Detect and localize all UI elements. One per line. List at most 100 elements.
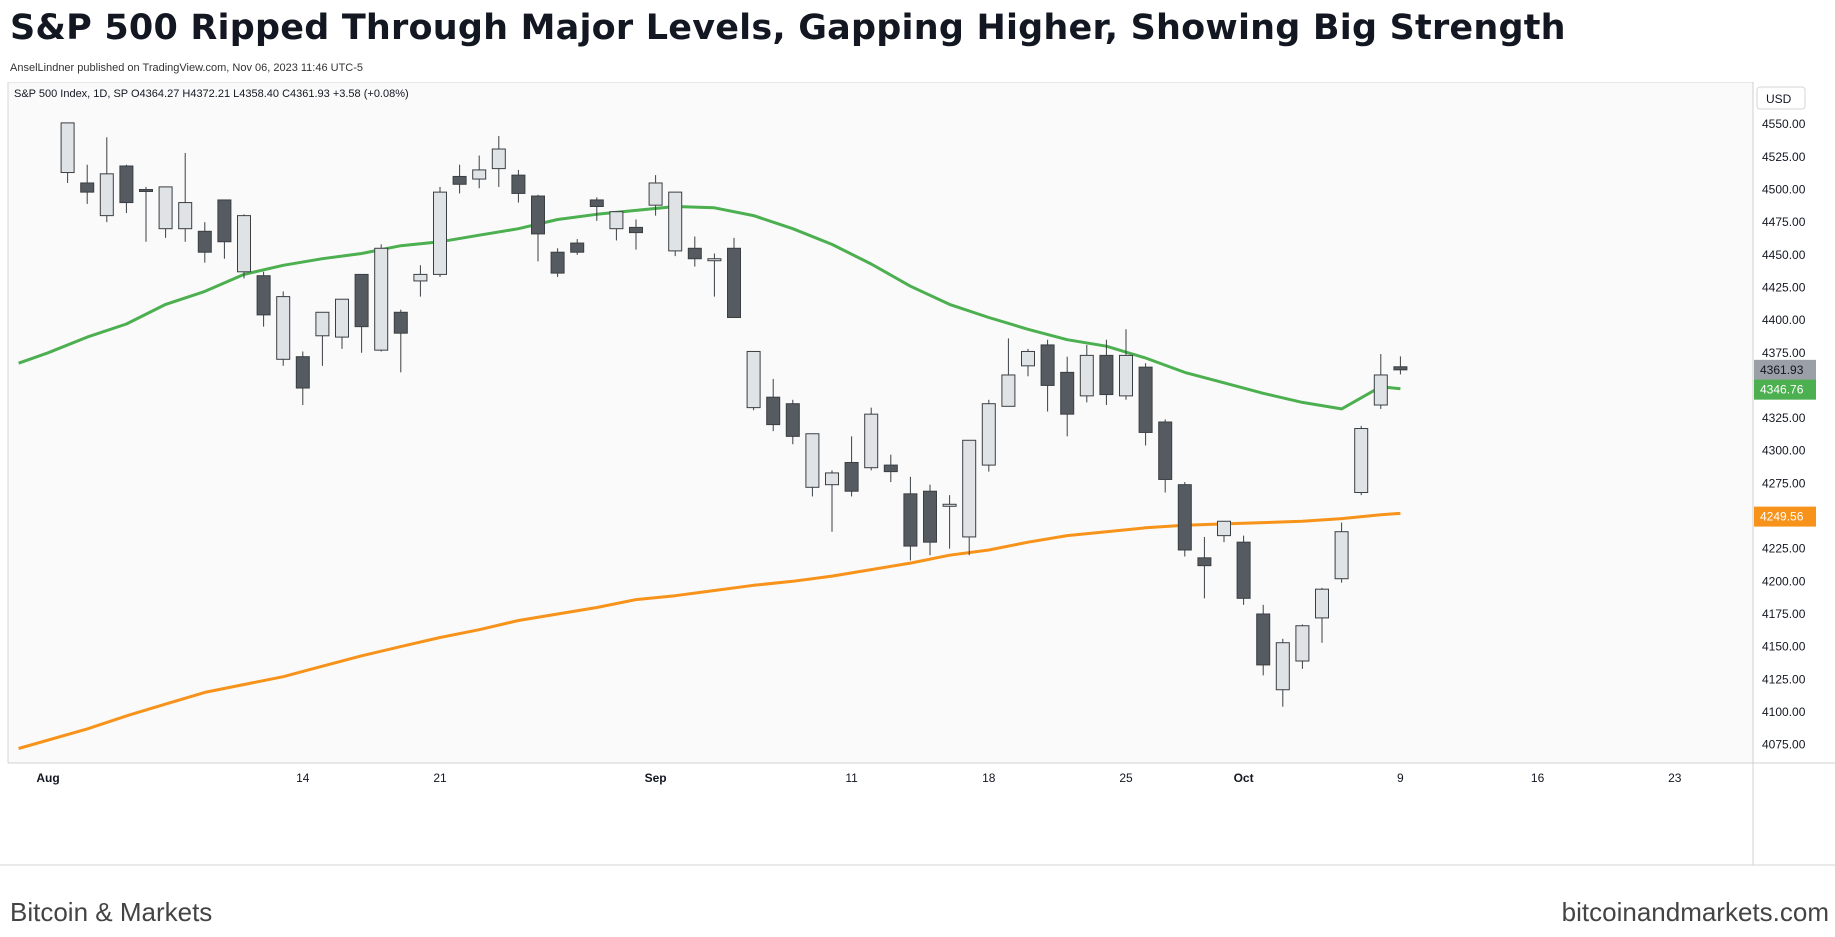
x-tick-label: 18: [982, 771, 996, 785]
candle-body: [452, 175, 467, 185]
candle-body: [962, 439, 977, 538]
candle-body: [1001, 374, 1016, 407]
y-tick-label: 4450.00: [1762, 248, 1806, 262]
candle-body: [295, 356, 310, 389]
candle-body: [60, 122, 75, 174]
candle-body: [139, 189, 153, 193]
candle-body: [648, 182, 663, 206]
ma-value-label: 4249.56: [1760, 510, 1804, 524]
candle-body: [1099, 354, 1114, 396]
candle-body: [256, 275, 271, 316]
candle-body: [1138, 366, 1153, 433]
candle-body: [766, 396, 781, 426]
candle-body: [668, 191, 683, 252]
candle-body: [413, 273, 428, 282]
candle-body: [570, 242, 585, 253]
ma-value-badge: [1754, 506, 1816, 527]
y-tick-label: 4375.00: [1762, 346, 1806, 360]
candle-body: [178, 202, 193, 230]
candle-body: [1256, 613, 1271, 666]
footer-brand: Bitcoin & Markets: [10, 897, 213, 927]
candle-body: [354, 273, 369, 328]
time-axis-labels: Aug1421Sep111825Oct91623Nov13: [36, 771, 1682, 785]
candle-body: [746, 350, 761, 409]
y-tick-label: 4175.00: [1762, 607, 1806, 621]
y-tick-label: 4275.00: [1762, 476, 1806, 490]
candle-body: [1197, 557, 1212, 567]
x-tick-label: Aug: [36, 771, 59, 785]
y-tick-label: 4475.00: [1762, 215, 1806, 229]
x-tick-label: Sep: [645, 771, 667, 785]
candle-body: [393, 311, 408, 334]
x-tick-label: 9: [1397, 771, 1404, 785]
candle-body: [805, 433, 820, 488]
candle-body: [491, 148, 506, 170]
candle-body: [883, 464, 898, 473]
candle-body: [629, 226, 643, 234]
ma-value-label: 4346.76: [1760, 383, 1804, 397]
candle-body: [276, 296, 291, 360]
candle-body: [433, 191, 447, 275]
candle-body: [217, 199, 232, 243]
candle-body: [335, 298, 349, 338]
publisher-line: AnselLindner published on TradingView.co…: [10, 62, 364, 74]
candle-body: [1177, 484, 1192, 551]
y-tick-label: 4500.00: [1762, 183, 1806, 197]
candle-body: [1079, 354, 1094, 397]
candle-body: [1275, 642, 1290, 691]
candle-body: [1393, 366, 1408, 371]
y-tick-label: 4300.00: [1762, 444, 1806, 458]
x-tick-label: 23: [1668, 771, 1682, 785]
chart-title: S&P 500 Ripped Through Major Levels, Gap…: [10, 8, 1566, 48]
y-tick-label: 4125.00: [1762, 672, 1806, 686]
y-tick-label: 4425.00: [1762, 280, 1806, 294]
candles: [60, 122, 1408, 707]
candle-body: [1334, 531, 1349, 580]
candle-body: [903, 493, 918, 547]
candle-body: [844, 461, 859, 492]
candle-body: [197, 230, 212, 253]
x-tick-label: 14: [296, 771, 310, 785]
x-tick-label: 25: [1119, 771, 1133, 785]
candlestick-chart[interactable]: S&P 500 Index, 1D, SP O4364.27 H4372.21 …: [0, 82, 1835, 882]
candle-body: [923, 490, 937, 543]
price-axis-labels: 4075.00 4100.00 4125.00 4150.00 4175.00 4200.…: [1762, 117, 1806, 751]
candle-body: [99, 173, 114, 217]
candle-body: [315, 311, 330, 337]
plot-background: [8, 82, 1753, 763]
candle-body: [785, 403, 800, 437]
candle-body: [589, 199, 604, 207]
x-tick-label: 11: [845, 771, 858, 785]
candle-body: [609, 211, 624, 230]
y-tick-label: 4325.00: [1762, 411, 1806, 425]
candle-body: [1236, 541, 1251, 599]
candle-body: [727, 247, 741, 319]
x-tick-label: 16: [1531, 771, 1545, 785]
candle-body: [707, 258, 722, 262]
y-tick-label: 4525.00: [1762, 150, 1806, 164]
candle-body: [942, 503, 957, 507]
currency-label: USD: [1766, 92, 1792, 106]
candle-body: [550, 251, 565, 274]
candle-body: [1040, 344, 1055, 386]
footer-site: bitcoinandmarkets.com: [1561, 897, 1829, 927]
candle-body: [531, 195, 545, 235]
candle-body: [1295, 625, 1310, 662]
currency-badge-box: [1756, 86, 1806, 110]
y-tick-label: 4150.00: [1762, 640, 1806, 654]
candle-body: [1373, 374, 1388, 406]
y-tick-label: 4075.00: [1762, 738, 1806, 752]
candle-body: [1354, 428, 1369, 494]
candle-body: [1119, 354, 1133, 397]
candle-body: [1315, 588, 1329, 619]
y-tick-label: 4400.00: [1762, 313, 1806, 327]
y-tick-label: 4200.00: [1762, 574, 1806, 588]
candle-body: [864, 413, 879, 469]
candle-body: [981, 403, 996, 466]
y-tick-label: 4550.00: [1762, 117, 1806, 131]
candle-body: [158, 186, 173, 230]
x-tick-label: Oct: [1234, 771, 1254, 785]
candle-body: [119, 165, 134, 204]
candle-body: [80, 182, 95, 193]
